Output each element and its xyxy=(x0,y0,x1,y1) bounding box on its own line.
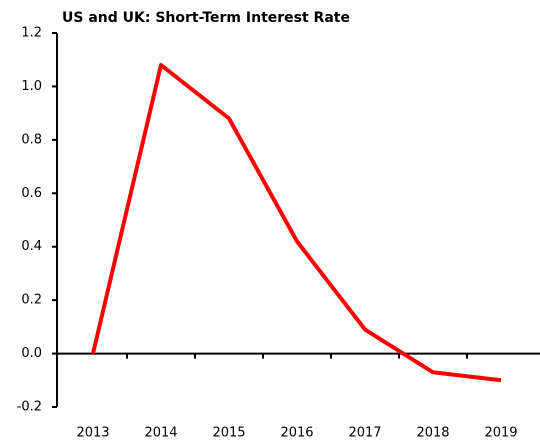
y-tick-label: -0.2 xyxy=(17,400,42,415)
y-tick-label: 0.6 xyxy=(21,186,42,201)
x-tick-label: 2016 xyxy=(280,426,313,441)
y-tick-label: 0.2 xyxy=(21,293,42,308)
x-tick-label: 2014 xyxy=(144,426,177,441)
y-tick-label: 0.8 xyxy=(21,132,42,147)
x-tick-label: 2018 xyxy=(416,426,449,441)
y-tick-label: 0.4 xyxy=(21,239,42,254)
y-tick-label: 1.2 xyxy=(21,26,42,41)
line-series xyxy=(91,63,502,383)
x-tick-label: 2019 xyxy=(484,426,517,441)
chart-title: US and UK: Short-Term Interest Rate xyxy=(62,10,350,26)
x-tick-label: 2015 xyxy=(212,426,245,441)
y-tick-label: 0.0 xyxy=(21,346,42,361)
x-tick-label: 2017 xyxy=(348,426,381,441)
x-tick-label: 2013 xyxy=(76,426,109,441)
y-tick-label: 1.0 xyxy=(21,79,42,94)
